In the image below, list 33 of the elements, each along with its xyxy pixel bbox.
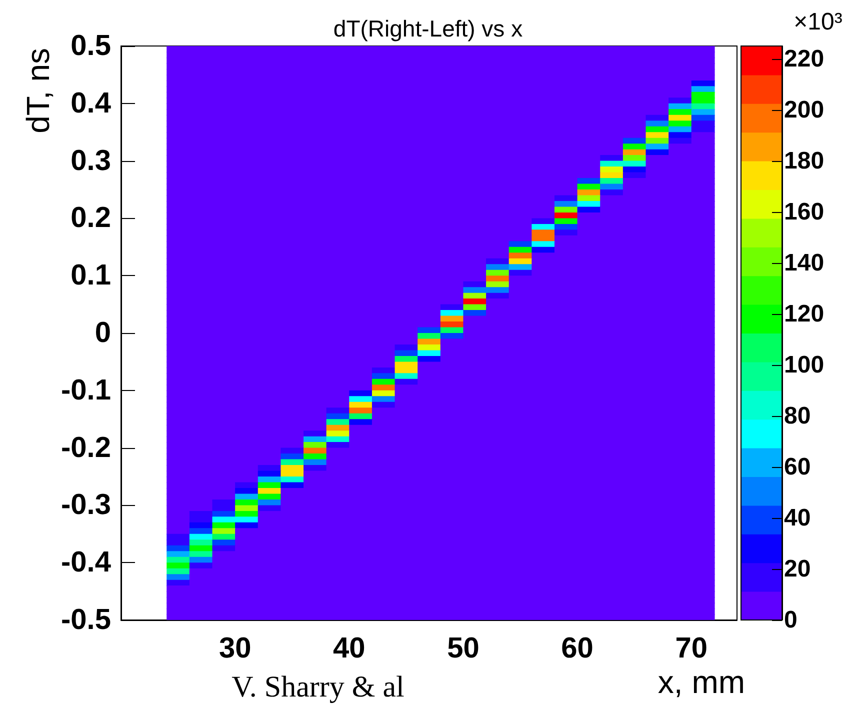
color-bar-label: 120 <box>784 300 824 328</box>
y-tick-label: 0.4 <box>70 87 111 120</box>
color-bar-label: 200 <box>784 96 824 124</box>
color-bar-label: 140 <box>784 249 824 276</box>
y-tick-label: -0.5 <box>61 604 111 636</box>
x-tick-label: 60 <box>561 632 594 664</box>
y-axis-title: dT, ns <box>20 48 56 134</box>
color-bar-label: 0 <box>784 606 798 634</box>
color-bar-label: 160 <box>784 198 824 226</box>
color-bar-label: 40 <box>784 504 811 532</box>
color-bar-label: 60 <box>784 453 811 480</box>
y-tick-label: 0.5 <box>70 30 111 62</box>
color-bar-label: 180 <box>784 147 824 174</box>
text: V. Sharry & al <box>232 670 404 704</box>
y-tick-label: -0.1 <box>61 374 111 406</box>
x-tick-label: 30 <box>218 632 252 664</box>
color-bar-label: 100 <box>784 351 824 378</box>
y-tick-label: 0 <box>94 317 111 349</box>
color-bar-label: 80 <box>784 402 811 430</box>
color-bar-label: 20 <box>784 555 811 582</box>
x-tick-label: 70 <box>675 632 708 664</box>
x-axis-title: x, mm <box>658 664 745 700</box>
y-tick-label: 0.3 <box>70 144 111 177</box>
x-tick-label: 40 <box>333 632 366 664</box>
y-tick-label: 0.2 <box>70 202 111 234</box>
y-tick-label: 0.1 <box>70 260 111 292</box>
color-bar-title: ×10³ <box>794 8 842 36</box>
y-tick-label: -0.3 <box>61 489 111 522</box>
chart-title: dT(Right-Left) vs x <box>333 16 524 42</box>
color-bar-label: 220 <box>784 45 824 72</box>
y-tick-label: -0.2 <box>61 432 111 464</box>
x-tick-label: 50 <box>447 632 480 664</box>
y-tick-label: -0.4 <box>61 546 111 579</box>
